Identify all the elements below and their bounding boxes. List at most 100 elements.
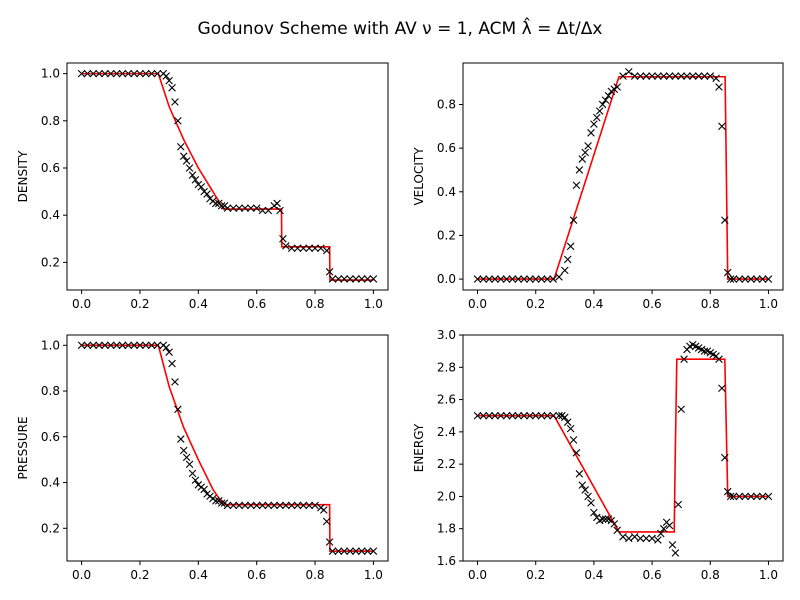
x-tick-label: 1.0 — [759, 297, 778, 311]
data-point-marker — [587, 499, 595, 507]
y-axis-label: PRESSURE — [16, 416, 30, 479]
data-point-marker — [613, 526, 621, 535]
y-tick-label: 1.6 — [437, 554, 456, 568]
y-tick-label: 0.2 — [41, 255, 60, 269]
data-point-marker — [659, 524, 668, 533]
data-point-marker — [566, 424, 575, 433]
y-tick-label: 0.2 — [41, 521, 60, 535]
data-point-marker — [741, 275, 749, 283]
data-point-marker — [502, 275, 511, 283]
data-point-marker — [279, 235, 287, 243]
data-point-marker — [334, 547, 343, 555]
data-point-marker — [340, 547, 349, 555]
x-tick-label: 0.6 — [247, 568, 266, 582]
data-point-marker — [674, 500, 683, 509]
data-point-marker — [758, 492, 767, 501]
data-point-marker — [179, 446, 188, 455]
data-point-marker — [514, 411, 523, 420]
data-point-marker — [601, 515, 610, 523]
data-point-marker — [657, 529, 665, 538]
y-tick-label: 1.0 — [41, 338, 60, 352]
velocity-plot: 0.0 0.2 0.4 0.6 0.8 1.0 0.0 0.2 0.4 0.6 0.8 VELOCIT… — [412, 62, 784, 311]
energy-plot: 0.0 0.2 0.4 0.6 0.8 1.0 1.6 1.8 2.0 2.2 2.4 2.6 2.8 3… — [412, 328, 784, 582]
x-tick-label: 1.0 — [364, 297, 383, 311]
data-point-marker — [282, 501, 290, 510]
exact-solution-line — [81, 344, 374, 552]
data-point-marker — [77, 69, 86, 78]
data-point-marker — [715, 355, 723, 364]
data-point-marker — [485, 411, 493, 420]
data-point-marker — [563, 255, 572, 264]
data-point-marker — [276, 501, 284, 510]
data-point-marker — [101, 69, 109, 78]
data-point-marker — [203, 190, 211, 198]
data-point-marker — [317, 244, 325, 253]
data-point-marker — [177, 435, 185, 443]
data-point-marker — [334, 275, 343, 283]
data-point-marker — [514, 275, 523, 283]
data-point-marker — [671, 72, 680, 80]
data-point-marker — [212, 497, 220, 505]
data-point-marker — [168, 359, 176, 368]
data-point-marker — [654, 72, 662, 80]
y-tick-label: 1.0 — [41, 67, 60, 81]
data-point-marker — [665, 72, 674, 80]
plot-area — [462, 62, 784, 291]
data-point-marker — [543, 411, 552, 420]
data-point-marker — [311, 501, 319, 510]
data-point-marker — [147, 69, 156, 78]
data-point-marker — [369, 547, 378, 555]
data-point-marker — [101, 341, 109, 350]
data-point-marker — [689, 72, 697, 80]
figure-title: Godunov Scheme with AV ν = 1, ACM λ̂ = Δ… — [198, 16, 603, 39]
data-point-marker — [241, 204, 249, 212]
data-point-marker — [485, 275, 493, 283]
data-point-marker — [112, 341, 121, 350]
data-point-marker — [604, 91, 613, 100]
data-point-marker — [325, 538, 334, 546]
data-point-marker — [595, 107, 604, 115]
y-tick-label: 0.4 — [437, 185, 456, 199]
data-point-marker — [729, 275, 738, 283]
data-point-marker — [700, 347, 709, 355]
data-point-marker — [735, 275, 744, 283]
data-point-marker — [668, 541, 677, 549]
data-point-marker — [659, 72, 668, 80]
plot-area — [462, 334, 784, 562]
data-point-marker — [630, 532, 639, 541]
data-point-marker — [258, 501, 267, 510]
data-point-marker — [764, 275, 773, 283]
data-point-marker — [625, 534, 633, 543]
data-point-marker — [619, 532, 627, 541]
data-point-marker — [270, 501, 278, 510]
data-point-marker — [578, 481, 587, 489]
y-tick-label: 2.0 — [437, 489, 456, 503]
y-tick-label: 0.0 — [437, 272, 456, 286]
x-tick-label: 0.8 — [701, 568, 720, 582]
data-point-marker — [531, 275, 540, 283]
data-point-marker — [357, 275, 366, 283]
data-point-marker — [555, 273, 563, 281]
data-point-marker — [287, 244, 296, 253]
data-point-marker — [174, 117, 182, 125]
data-point-marker — [363, 275, 372, 283]
y-tick-label: 0.4 — [41, 476, 60, 490]
data-point-marker — [191, 176, 200, 184]
data-point-marker — [223, 501, 232, 510]
plot-area — [66, 62, 389, 291]
y-tick-label: 2.8 — [437, 360, 456, 374]
data-point-marker — [598, 515, 607, 523]
data-point-marker — [625, 67, 633, 76]
data-point-marker — [147, 341, 156, 350]
data-point-marker — [118, 341, 127, 350]
data-point-marker — [328, 547, 337, 555]
data-point-marker — [502, 411, 511, 420]
x-tick-label: 0.0 — [72, 297, 91, 311]
data-point-marker — [549, 411, 557, 420]
data-point-marker — [352, 275, 360, 283]
data-point-marker — [177, 142, 185, 151]
data-point-marker — [718, 384, 726, 393]
data-point-marker — [142, 69, 150, 78]
data-point-marker — [561, 266, 569, 275]
x-tick-label: 0.6 — [247, 297, 266, 311]
